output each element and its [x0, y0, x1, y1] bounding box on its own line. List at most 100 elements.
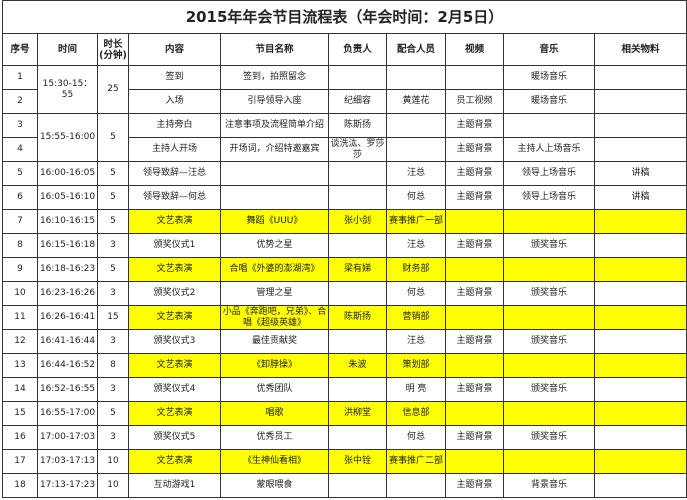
cell-music	[503, 305, 595, 330]
cell-materials: 讲稿	[594, 161, 687, 186]
cell-program-name: 最佳贡献奖	[220, 329, 329, 354]
cell-music: 颁奖音乐	[503, 281, 595, 306]
cell-video: 员工视频	[445, 89, 504, 114]
cell-time: 16:23-16:26	[37, 281, 98, 306]
cell-duration: 10	[97, 473, 129, 498]
cell-video: 主题背景	[445, 377, 504, 402]
cell-content: 领导致辞—汪总	[128, 161, 221, 186]
table-row: 5 16:00-16:05 5 领导致辞—汪总 汪总 主题背景 领导上场音乐 讲稿	[2, 161, 687, 186]
table-row: 15 16:55-17:00 5 文艺表演 唱歌 洪柳堂 信息部	[2, 401, 687, 426]
header-video: 视频	[445, 33, 504, 66]
cell-materials	[594, 257, 687, 282]
cell-time: 17:03-17:13	[37, 449, 98, 474]
cell-support	[386, 473, 446, 498]
table-row: 3 15:55-16:00 5 主持旁白 注意事项及流程简单介绍 陈斯扬 主题背景	[2, 113, 687, 162]
cell-duration: 3	[97, 233, 129, 258]
cell-materials	[594, 305, 687, 330]
cell-owner	[328, 329, 387, 354]
cell-program-name: 小品《奔跑吧，兄弟》、合唱《超级英雄》	[220, 305, 329, 330]
cell-music	[503, 257, 595, 282]
header-time: 时间	[37, 33, 98, 66]
cell-support	[386, 113, 446, 138]
cell-no: 2	[2, 89, 38, 114]
cell-music: 暖场音乐	[503, 65, 595, 90]
header-no: 序号	[2, 33, 38, 66]
cell-time: 16:05-16:10	[37, 185, 98, 210]
cell-duration: 5	[97, 401, 129, 426]
cell-duration: 25	[97, 65, 129, 114]
cell-no: 3	[2, 113, 38, 138]
cell-video: 主题背景	[445, 113, 504, 138]
cell-materials	[594, 65, 687, 90]
cell-no: 10	[2, 281, 38, 306]
cell-program-name: 优秀团队	[220, 377, 329, 402]
cell-program-name: 《生神仙看相》	[220, 449, 329, 474]
cell-no: 15	[2, 401, 38, 426]
cell-program-name: 《卸脖操》	[220, 353, 329, 378]
cell-video: 主题背景	[445, 329, 504, 354]
header-content: 内容	[128, 33, 221, 66]
table-row: 8 16:15-16:18 3 颁奖仪式1 优势之星 汪总 主题背景 颁奖音乐	[2, 233, 687, 258]
cell-content: 颁奖仪式2	[128, 281, 221, 306]
cell-duration: 5	[97, 161, 129, 186]
cell-time: 16:10-16:15	[37, 209, 98, 234]
cell-no: 18	[2, 473, 38, 498]
cell-content: 文艺表演	[128, 353, 221, 378]
table-row: 14 16:52-16:55 3 颁奖仪式4 优秀团队 明 亮主题背景 颁奖音乐	[2, 377, 687, 402]
cell-owner	[328, 473, 387, 498]
cell-no: 9	[2, 257, 38, 282]
cell-program-name	[220, 185, 329, 210]
cell-materials	[594, 209, 687, 234]
table-row: 10 16:23-16:26 3 颁奖仪式2 管理之星 何总 主题背景 颁奖音乐	[2, 281, 687, 306]
table-row: 17 17:03-17:13 10 文艺表演 《生神仙看相》 张中铨 赛事推广二部	[2, 449, 687, 474]
cell-materials	[594, 329, 687, 354]
cell-owner: 纪细容	[328, 89, 387, 114]
cell-music	[503, 401, 595, 426]
cell-music	[503, 113, 595, 138]
cell-duration: 5	[97, 209, 129, 234]
cell-no: 4	[2, 137, 38, 162]
cell-support: 汪总	[386, 233, 446, 258]
cell-music: 颁奖音乐	[503, 377, 595, 402]
cell-duration: 5	[97, 113, 129, 162]
cell-video: 主题背景	[445, 473, 504, 498]
cell-owner	[328, 233, 387, 258]
cell-materials	[594, 425, 687, 450]
cell-video	[445, 353, 504, 378]
header-duration: 时长(分钟)	[97, 33, 129, 66]
cell-no: 14	[2, 377, 38, 402]
cell-materials	[594, 449, 687, 474]
cell-content: 颁奖仪式5	[128, 425, 221, 450]
cell-music: 暖场音乐	[503, 89, 595, 114]
cell-no: 5	[2, 161, 38, 186]
cell-content: 签到	[128, 65, 221, 90]
header-support: 配合人员	[386, 33, 446, 66]
cell-owner: 梁有娣	[328, 257, 387, 282]
cell-owner	[328, 281, 387, 306]
cell-materials	[594, 473, 687, 498]
cell-music	[503, 209, 595, 234]
cell-time: 15:55-16:00	[37, 113, 98, 162]
cell-no: 6	[2, 185, 38, 210]
cell-content: 文艺表演	[128, 209, 221, 234]
cell-support: 策划部	[386, 353, 446, 378]
cell-support: 何总	[386, 425, 446, 450]
cell-music: 颁奖音乐	[503, 233, 595, 258]
cell-support: 赛事推广一部	[386, 209, 446, 234]
cell-duration: 3	[97, 281, 129, 306]
table-row: 16 17:00-17:03 3 颁奖仪式5 优秀员工 何总 主题背景 颁奖音乐	[2, 425, 687, 450]
cell-program-name: 引导领导入座	[220, 89, 329, 114]
cell-support: 明 亮	[386, 377, 446, 402]
cell-program-name: 签到，拍照留念	[220, 65, 329, 90]
cell-music	[503, 449, 595, 474]
cell-owner	[328, 65, 387, 90]
cell-owner: 陈斯扬	[328, 113, 387, 138]
cell-no: 8	[2, 233, 38, 258]
cell-owner	[328, 161, 387, 186]
cell-music: 颁奖音乐	[503, 329, 595, 354]
cell-content: 文艺表演	[128, 257, 221, 282]
cell-program-name: 开场词，介绍特邀嘉宾	[220, 137, 329, 162]
cell-support: 汪总	[386, 161, 446, 186]
cell-program-name: 注意事项及流程简单介绍	[220, 113, 329, 138]
